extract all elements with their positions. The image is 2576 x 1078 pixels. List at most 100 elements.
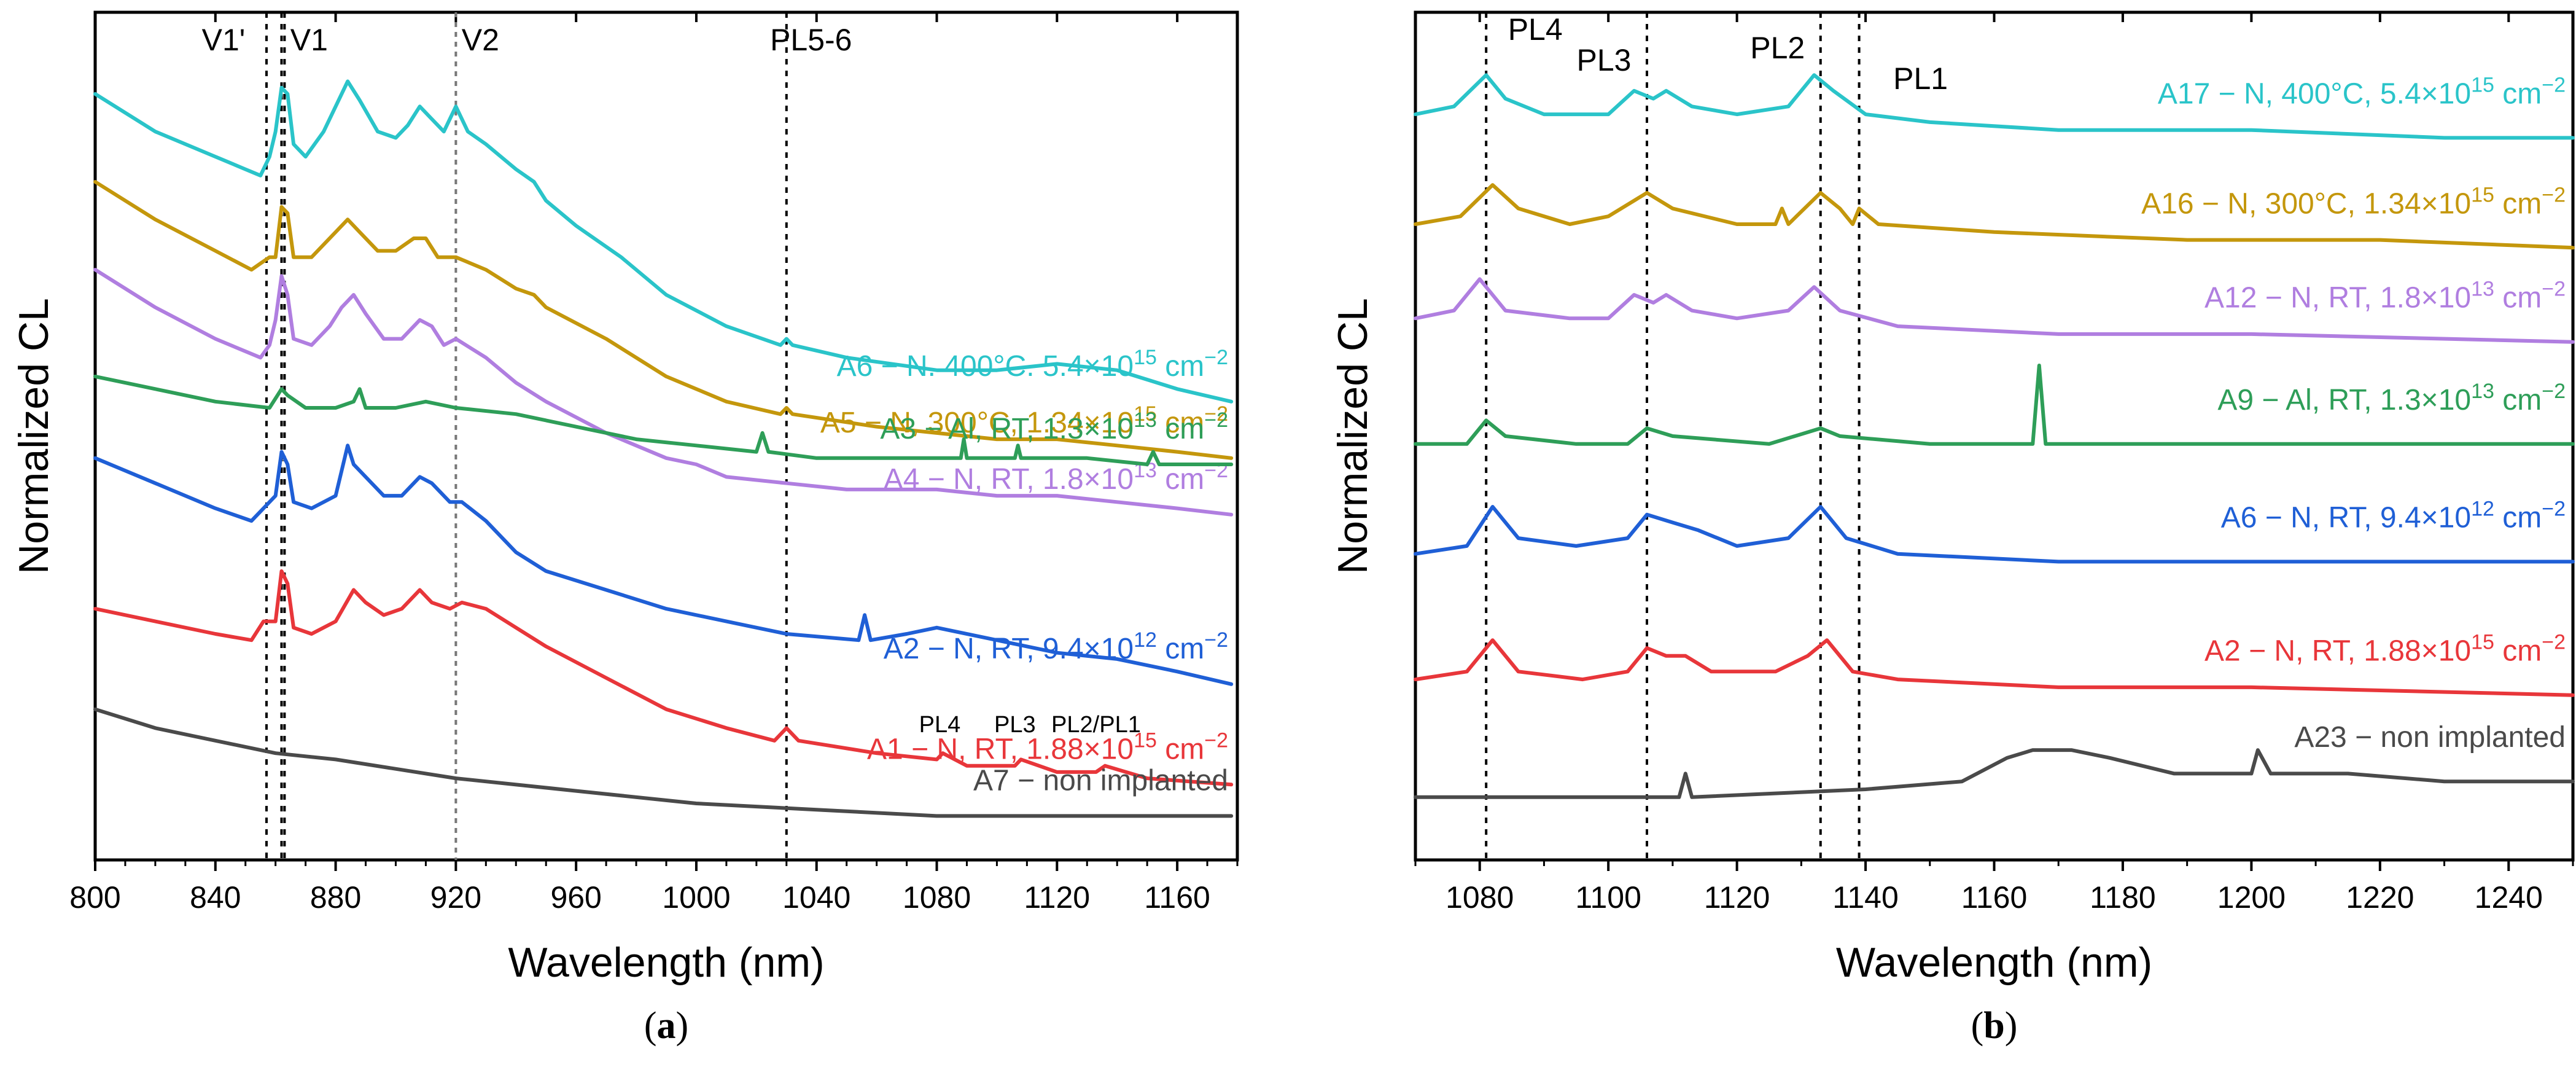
- caption-letter: a: [657, 1005, 676, 1047]
- series-line: [93, 707, 1234, 818]
- series-label-exponent: 12: [2471, 497, 2494, 520]
- series-line: [93, 268, 1234, 517]
- series-label-text: A2 − N, RT, 1.88×10: [2204, 635, 2471, 668]
- series-label: A7 − non implanted: [973, 764, 1228, 797]
- series-line: [93, 443, 1234, 686]
- series-label-exponent: 15: [2471, 631, 2494, 654]
- series-label-unit: cm: [2494, 384, 2542, 416]
- series-label-unit: cm: [2494, 187, 2542, 220]
- series-label-unit: cm: [2494, 282, 2542, 314]
- series-label-unit-exponent: −2: [2542, 631, 2566, 654]
- series-label: A16 − N, 300°C, 1.34×1015 cm−2: [2141, 183, 2566, 220]
- y-axis-label: Normalized CL: [10, 298, 57, 574]
- series-label: A17 − N, 400°C, 5.4×1015 cm−2: [2158, 73, 2566, 110]
- x-tick-label: 1000: [662, 880, 730, 915]
- series-label-text: A5 − N, 300°C, 1.34×10: [820, 407, 1134, 439]
- x-axis: 1080 1100 1120 1140 1160 1180 1200 1220 1240: [1414, 12, 2574, 915]
- series-label-text: A17 − N, 400°C, 5.4×10: [2158, 77, 2471, 110]
- series-label: A5 − N, 300°C, 1.34×1015 cm−2: [820, 402, 1228, 439]
- marker-label: PL2: [1750, 31, 1805, 65]
- peak-label: PL4: [919, 712, 961, 738]
- series-label-unit: cm: [1157, 407, 1204, 439]
- series-line: [1414, 364, 2575, 446]
- panel-b: 1080 1100 1120 1140 1160 1180 1200 1220 1240 Wave…: [1329, 10, 2575, 1047]
- caption-open: (: [644, 1005, 657, 1047]
- peak-annotations: PL4 PL3 PL2/PL1: [919, 712, 1141, 738]
- series-label-unit: cm: [1157, 733, 1204, 765]
- series-label-exponent: 13: [2471, 278, 2494, 301]
- x-tick-label: 1140: [1832, 880, 1899, 915]
- series-line: [93, 79, 1234, 404]
- y-axis-label: Normalized CL: [1329, 298, 1376, 574]
- series-line: [93, 180, 1234, 460]
- series-label-text: A9 − Al, RT, 1.3×10: [2217, 384, 2471, 416]
- x-tick-label: 880: [310, 880, 361, 915]
- peak-label: PL3: [994, 712, 1036, 738]
- marker-label: V1': [202, 23, 246, 57]
- x-tick-label: 1120: [1704, 880, 1770, 915]
- series-label-unit: cm: [1157, 463, 1204, 496]
- series-label-exponent: 15: [2471, 183, 2494, 206]
- x-tick-label: 800: [69, 880, 120, 915]
- series-label-text: A6 − N, RT, 9.4×10: [2221, 501, 2471, 534]
- series-label: A6 − N. 400°C. 5.4×1015 cm−2: [837, 346, 1228, 383]
- marker-label: PL5-6: [770, 23, 852, 57]
- marker-label: V1: [290, 23, 328, 57]
- series-line: [1414, 748, 2575, 799]
- series-label-unit-exponent: −2: [2542, 73, 2566, 96]
- series-line: [93, 374, 1234, 466]
- reference-markers: PL4 PL3 PL2 PL1: [1485, 12, 1948, 860]
- series-label-unit-exponent: −2: [2542, 380, 2566, 403]
- series-label: A4 − N, RT, 1.8×1013 cm−2: [884, 459, 1228, 496]
- caption-letter: b: [1983, 1005, 2004, 1047]
- series-label-exponent: 15: [1134, 402, 1157, 426]
- x-tick-label: 1160: [1961, 880, 2028, 915]
- series-label-unit-exponent: −2: [1204, 728, 1228, 752]
- series-label-text: A12 − N, RT, 1.8×10: [2204, 282, 2471, 314]
- peak-label: PL2/PL1: [1051, 712, 1141, 738]
- x-axis-label: Wavelength (nm): [508, 939, 824, 986]
- marker-label: PL4: [1508, 12, 1563, 47]
- x-tick-label: 1220: [2346, 880, 2414, 915]
- x-tick-label: 1240: [2475, 880, 2543, 915]
- series-line: [1414, 638, 2575, 697]
- series-line: [93, 569, 1234, 787]
- series-label-exponent: 15: [1134, 728, 1157, 752]
- series-label-unit-exponent: −2: [2542, 497, 2566, 520]
- series-label-unit-exponent: −2: [1204, 346, 1228, 369]
- caption-close: ): [676, 1005, 689, 1047]
- series-label-text: A2 − N, RT, 9.4×10: [884, 633, 1134, 665]
- panel-caption: (b): [1971, 1005, 2018, 1047]
- panel-a: 800 840 880 920 960 1000 1040 1080 1120 1160 Wavel…: [10, 10, 1239, 1047]
- series-label-unit: cm: [2494, 77, 2542, 110]
- caption-open: (: [1971, 1005, 1984, 1047]
- series-label-unit: cm: [2494, 635, 2542, 668]
- series-label: A23 − non implanted: [2294, 721, 2566, 754]
- series-label-unit-exponent: −2: [1204, 408, 1228, 432]
- reference-markers: V1' V1 V2 PL5-6: [202, 12, 852, 860]
- series-line: [1414, 183, 2575, 250]
- series-label-text: A7 − non implanted: [973, 764, 1228, 797]
- series-label-text: A16 − N, 300°C, 1.34×10: [2141, 187, 2471, 220]
- x-tick-label: 840: [190, 880, 241, 915]
- series-label: A12 − N, RT, 1.8×1013 cm−2: [2204, 278, 2566, 314]
- series-label-unit: cm: [2494, 501, 2542, 534]
- series-label: A2 − N, RT, 9.4×1012 cm−2: [884, 628, 1228, 665]
- x-tick-label: 1160: [1144, 880, 1210, 915]
- series-line: [1414, 73, 2575, 140]
- series-label-text: A6 − N. 400°C. 5.4×10: [837, 350, 1134, 383]
- series-label: A3 − Al, RT, 1.3×1013 cm−2: [880, 408, 1228, 445]
- series-label-unit-exponent: −2: [1204, 459, 1228, 482]
- series-label-text: A23 − non implanted: [2294, 721, 2566, 754]
- series-label-unit: cm: [1157, 350, 1204, 383]
- x-tick-label: 960: [550, 880, 601, 915]
- x-tick-label: 1080: [903, 880, 971, 915]
- x-tick-label: 1200: [2217, 880, 2286, 915]
- series-label: A9 − Al, RT, 1.3×1013 cm−2: [2217, 380, 2566, 416]
- caption-close: ): [2005, 1005, 2018, 1047]
- series-label-text: A4 − N, RT, 1.8×10: [884, 463, 1134, 496]
- marker-label: PL1: [1893, 61, 1948, 96]
- x-tick-label: 1180: [2090, 880, 2156, 915]
